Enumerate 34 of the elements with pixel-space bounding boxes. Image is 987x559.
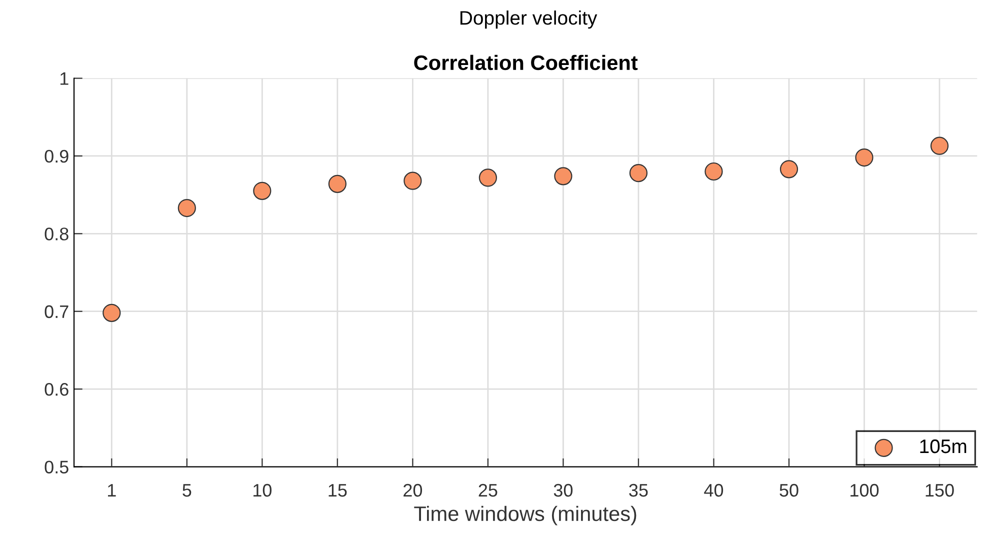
chart-subtitle: Correlation Coefficient [414, 54, 638, 70]
point [253, 182, 272, 200]
x-tick-label: 20 [404, 484, 422, 497]
point [629, 164, 648, 182]
x-axis-title: Time windows (minutes) [414, 506, 636, 526]
point [102, 304, 121, 322]
x-tick-label: 100 [850, 484, 879, 497]
x-tick-label: 15 [328, 484, 347, 497]
x-tick-label: 1 [108, 484, 116, 497]
point [780, 160, 798, 178]
y-tick-label: 0.5 [44, 460, 68, 474]
point [855, 148, 874, 167]
x-tick-label: 35 [629, 484, 648, 497]
x-tick-label: 40 [704, 484, 724, 497]
y-tick-label: 0.7 [44, 305, 68, 318]
point [328, 174, 346, 193]
x-tick-label: 50 [780, 484, 798, 497]
point [930, 136, 949, 155]
point [178, 198, 196, 218]
x-tick-label: 5 [182, 484, 192, 497]
y-tick-label: 0.9 [44, 150, 68, 163]
x-tick-label: 10 [254, 484, 272, 497]
x-tick-label: 150 [926, 484, 954, 497]
chart-title: Doppler velocity [460, 10, 598, 29]
point [554, 167, 572, 186]
y-tick-label: 0.6 [44, 383, 68, 396]
point [404, 172, 422, 190]
legend-label: 105m [920, 439, 966, 454]
x-tick-label: 25 [478, 484, 498, 497]
y-tick-label: 0.8 [44, 228, 68, 240]
y-tick-label: 1 [60, 72, 68, 85]
x-tick-label: 30 [554, 484, 573, 497]
point [704, 162, 723, 181]
point [478, 168, 498, 187]
